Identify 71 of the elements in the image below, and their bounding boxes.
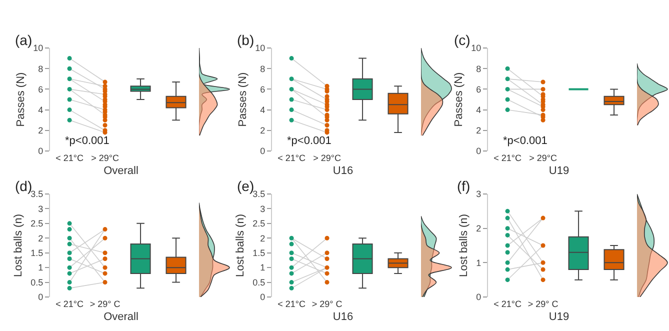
- y-tick-label: 2.5: [252, 218, 266, 229]
- y-tick-label: 10: [471, 43, 482, 54]
- y-tick-label: 8: [260, 64, 266, 74]
- x-axis-title: Overall: [104, 165, 138, 178]
- y-tick-label: 0: [38, 292, 44, 302]
- y-tick-label: 1: [260, 262, 266, 273]
- y-tick-label: 10: [33, 43, 44, 54]
- y-tick-label: 0: [260, 146, 266, 156]
- x-axis-title: U19: [548, 311, 570, 324]
- y-axis-title: Lost balls (n): [12, 214, 24, 277]
- y-tick-label: 2: [476, 126, 482, 136]
- y-tick-label: 1: [38, 262, 44, 273]
- y-tick-label: 0: [38, 146, 44, 156]
- y-tick-label: 0: [260, 292, 266, 302]
- annotation: *p<0.001: [65, 135, 110, 147]
- x-tick-label: < 21°C: [278, 299, 306, 309]
- y-tick-label: 2: [38, 126, 44, 136]
- x-tick-label: < 21°C: [278, 153, 306, 163]
- y-tick-label: 3: [476, 189, 482, 200]
- y-tick-label: 2: [260, 126, 266, 136]
- y-tick-label: 1.5: [252, 248, 266, 258]
- y-axis-title: Lost balls (n): [234, 214, 246, 277]
- chart-title: (a): [15, 32, 32, 48]
- y-tick-label: 4: [38, 104, 44, 115]
- y-tick-label: 6: [260, 84, 266, 94]
- y-tick-label: 0.5: [252, 277, 266, 288]
- y-tick-label: 2: [476, 223, 482, 234]
- y-tick-label: 8: [476, 64, 482, 74]
- y-tick-label: 6: [476, 84, 482, 94]
- x-tick-label: < 21°C: [494, 299, 522, 309]
- y-axis-title: Lost balls (n): [458, 214, 470, 277]
- chart-title: (d): [15, 178, 32, 194]
- y-tick-label: 3.5: [252, 189, 266, 200]
- y-tick-label: 2: [38, 233, 44, 244]
- x-tick-label: < 21°C: [56, 153, 84, 163]
- y-tick-label: 3.5: [30, 189, 44, 200]
- x-tick-label: > 29°C: [529, 153, 558, 163]
- y-axis-title: Passes (N): [14, 72, 27, 127]
- y-tick-label: 3: [38, 204, 44, 214]
- y-tick-label: 0.5: [30, 277, 44, 288]
- chart-title: (c): [454, 32, 470, 48]
- y-tick-label: 6: [38, 84, 44, 94]
- y-tick-label: 8: [38, 64, 44, 74]
- y-tick-label: 2: [260, 233, 266, 244]
- y-tick-label: 1: [476, 258, 482, 268]
- y-tick-label: 3: [260, 204, 266, 214]
- y-tick-label: 4: [476, 104, 482, 115]
- y-axis-title: Passes (N): [236, 72, 249, 127]
- y-tick-label: 0: [476, 292, 482, 302]
- chart-title: (b): [237, 32, 254, 48]
- x-tick-label: > 29°C: [313, 153, 342, 163]
- x-axis-title: U19: [548, 165, 570, 178]
- x-axis-title: U16: [332, 311, 354, 324]
- x-axis-title: U16: [332, 165, 354, 178]
- y-tick-label: 1.5: [30, 248, 44, 258]
- y-axis-title: Passes (N): [452, 72, 465, 127]
- y-tick-label: 0: [476, 146, 482, 156]
- chart-title: (f): [457, 178, 470, 194]
- x-tick-label: < 21°C: [56, 299, 84, 309]
- x-tick-label: > 29° C: [90, 299, 121, 309]
- x-tick-label: < 21°C: [494, 153, 522, 163]
- y-tick-label: 2.5: [30, 218, 44, 229]
- x-tick-label: > 29°C: [91, 153, 120, 163]
- annotation: *p<0.001: [287, 135, 332, 147]
- x-tick-label: > 29° C: [528, 299, 559, 309]
- x-tick-label: > 29° C: [312, 299, 343, 309]
- annotation: *p<0.001: [503, 135, 548, 147]
- x-axis-title: Overall: [104, 311, 138, 324]
- y-tick-label: 10: [255, 43, 266, 54]
- y-tick-label: 4: [260, 104, 266, 115]
- chart-title: (e): [237, 178, 254, 194]
